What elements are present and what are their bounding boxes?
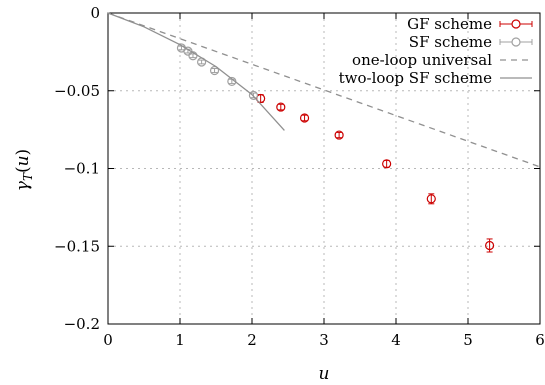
data-point <box>382 159 392 169</box>
data-point <box>299 113 310 123</box>
data-point <box>426 194 436 204</box>
data-point <box>276 102 286 112</box>
x-tick-label: 6 <box>535 331 545 349</box>
x-tick-label: 2 <box>247 331 257 349</box>
x-tick-label: 1 <box>175 331 185 349</box>
x-tick-label: 4 <box>391 331 401 349</box>
series-line <box>107 12 285 131</box>
data-point <box>209 65 220 76</box>
legend-label: SF scheme <box>409 33 492 51</box>
y-tick-label: −0.15 <box>54 237 100 255</box>
y-tick-label: 0 <box>90 4 100 22</box>
y-tick-label: −0.2 <box>64 315 100 333</box>
y-tick-label: −0.05 <box>54 82 100 100</box>
grid <box>108 13 540 324</box>
legend-marker <box>511 19 521 29</box>
x-tick-label: 3 <box>319 331 329 349</box>
y-axis-label: γT(u) <box>13 149 35 191</box>
data-point <box>248 90 259 101</box>
data-point <box>334 130 344 140</box>
legend-marker <box>511 37 521 47</box>
data-point <box>485 240 495 251</box>
x-axis-label: u <box>319 364 330 384</box>
axis-ticks: 0 1 2 3 4 5 6 0 −0.05 −0.1 −0.15 −0.2 <box>54 4 545 349</box>
x-tick-label: 0 <box>103 331 113 349</box>
legend-label: two-loop SF scheme <box>339 69 493 87</box>
legend-label: GF scheme <box>407 15 492 33</box>
data-point <box>183 46 193 56</box>
x-tick-label: 5 <box>463 331 473 349</box>
y-tick-label: −0.1 <box>64 160 100 178</box>
legend-label: one-loop universal <box>352 51 492 69</box>
series <box>107 12 541 253</box>
